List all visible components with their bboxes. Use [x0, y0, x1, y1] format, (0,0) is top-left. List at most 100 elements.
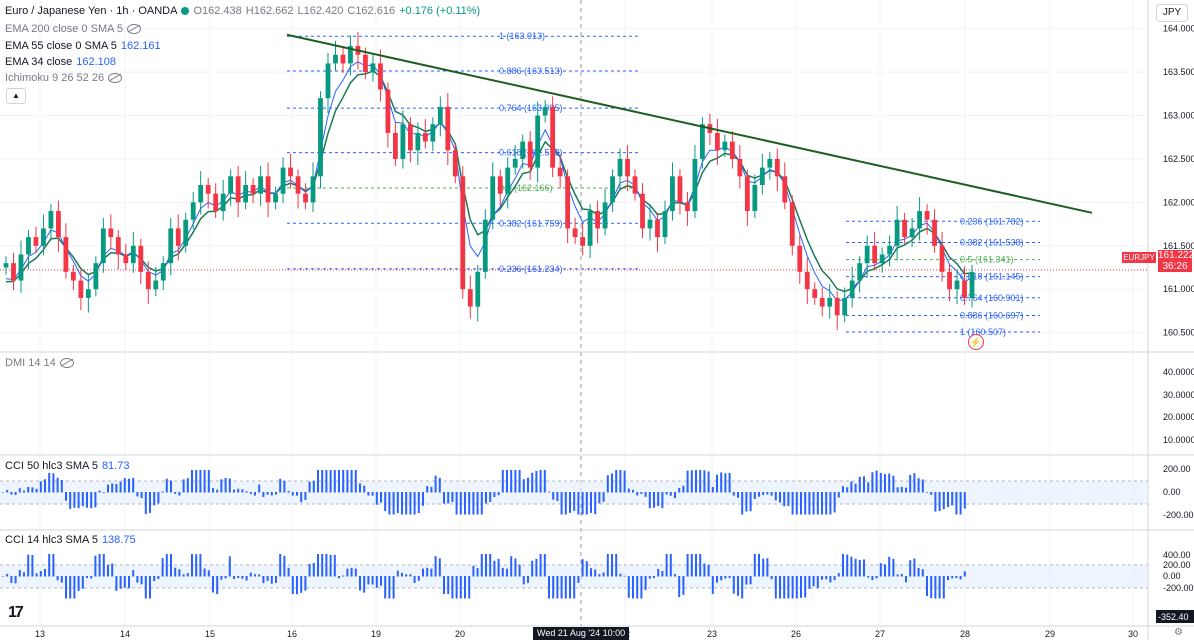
- cci50-bar: [98, 490, 101, 493]
- cci50-bar: [388, 492, 391, 515]
- cci50-bar: [241, 489, 244, 493]
- cci14-bar: [417, 576, 420, 581]
- cci50-bar: [300, 492, 303, 503]
- cci50-bar: [258, 484, 261, 493]
- cci14-bar: [14, 576, 17, 584]
- collapse-legend-button[interactable]: ▲: [6, 88, 26, 104]
- legend-ema55[interactable]: EMA 55 close 0 SMA 5 162.161: [5, 40, 161, 52]
- cci50-bar: [518, 470, 521, 493]
- candle-body: [954, 280, 960, 290]
- cci14-bar: [573, 576, 576, 599]
- cci14-bar: [123, 576, 126, 588]
- cci50-bar: [149, 492, 151, 513]
- cci50-bar: [422, 492, 424, 506]
- cci50-bar: [438, 477, 441, 493]
- cci50-bar: [611, 473, 613, 493]
- legend-ema34[interactable]: EMA 34 close 162.108: [5, 56, 116, 68]
- cci50-bar: [531, 472, 534, 493]
- cci14-bar: [287, 567, 290, 577]
- eye-hidden-icon[interactable]: [127, 24, 142, 34]
- candle-body: [572, 228, 578, 238]
- candle-body: [41, 228, 46, 246]
- symbol-header[interactable]: Euro / Japanese Yen · 1h · OANDA O162.43…: [5, 5, 480, 17]
- cci50-bar: [86, 492, 88, 508]
- cci50-bar: [434, 475, 437, 493]
- cci50-bar: [245, 491, 248, 493]
- cci14-bar: [107, 564, 109, 577]
- cci14-bar: [216, 576, 219, 595]
- cci50-bar: [527, 477, 529, 493]
- candle-body: [400, 124, 406, 159]
- candle-body: [932, 219, 937, 246]
- cci50-bar: [10, 492, 13, 495]
- cci14-bar: [241, 576, 244, 579]
- candle-body: [632, 176, 638, 194]
- legend-cci14[interactable]: CCI 14 hlc3 SMA 5 138.75: [5, 534, 136, 546]
- cci14-bar: [212, 576, 214, 593]
- cci14-bar: [816, 576, 819, 589]
- legend-ichimoku[interactable]: Ichimoku 9 26 52 26: [5, 72, 123, 84]
- cci14-bar: [501, 567, 504, 577]
- cci50-bar: [123, 478, 126, 493]
- cci14-bar: [254, 574, 256, 577]
- cci50-bar: [430, 486, 433, 493]
- candle-body: [108, 228, 114, 238]
- ema55-line: [5, 70, 973, 293]
- cci14-bar: [279, 554, 282, 577]
- cci50-bar: [762, 492, 765, 495]
- cci50-bar: [909, 474, 912, 493]
- tradingview-logo[interactable]: 17: [8, 604, 24, 621]
- cci14-bar: [942, 576, 945, 599]
- candle-body: [273, 193, 278, 203]
- currency-button[interactable]: JPY: [1156, 4, 1188, 22]
- cci14-bar: [283, 555, 286, 577]
- cci50-bar: [249, 492, 252, 494]
- cci50-bar: [590, 492, 592, 513]
- cci50-bar: [459, 492, 462, 515]
- cci14-bar: [909, 560, 912, 577]
- fib-right-label: 0.236 (161.782): [960, 216, 1024, 226]
- cci14-bar: [636, 576, 639, 599]
- cci50-tick: 200.00: [1163, 464, 1191, 474]
- cci50-bar: [426, 486, 429, 493]
- cci50-bar: [581, 492, 584, 515]
- candle-body: [565, 176, 571, 229]
- cci50-bar: [144, 492, 147, 515]
- cci14-bar: [611, 554, 613, 577]
- gear-icon[interactable]: ⚙: [1174, 627, 1183, 638]
- time-tick: 27: [875, 629, 885, 639]
- cci14-bar: [333, 554, 336, 577]
- cci50-bar: [56, 477, 59, 493]
- cci14-bar: [6, 573, 9, 577]
- eye-hidden-icon[interactable]: [108, 73, 123, 83]
- legend-cci50[interactable]: CCI 50 hlc3 SMA 5 81.73: [5, 460, 129, 472]
- cci14-bar: [926, 576, 928, 597]
- cci50-bar: [829, 492, 832, 515]
- legend-ema200[interactable]: EMA 200 close 0 SMA 5: [5, 23, 142, 35]
- cci50-bar: [35, 488, 38, 493]
- cci50-bar: [766, 492, 769, 495]
- cci14-bar: [842, 554, 844, 577]
- cci14-bar: [951, 576, 954, 579]
- cci14-bar: [812, 576, 815, 587]
- cci50-bar: [871, 472, 874, 493]
- cci14-bar: [90, 576, 93, 579]
- eye-hidden-icon[interactable]: [59, 358, 74, 368]
- cci14-bar: [522, 576, 525, 585]
- lightning-icon[interactable]: ⚡: [968, 334, 984, 350]
- cci50-bar: [107, 484, 109, 493]
- fib-right-label: 0.618 (161.145): [960, 272, 1024, 282]
- dmi-tick: 10.0000: [1163, 435, 1194, 445]
- cci50-bar: [506, 470, 508, 493]
- candles: [3, 32, 975, 331]
- cci14-bar: [615, 554, 618, 577]
- candle-body: [168, 228, 174, 264]
- cci14-bar: [858, 559, 861, 577]
- cci14-bar: [846, 554, 849, 577]
- cci14-bar: [510, 556, 513, 577]
- legend-dmi[interactable]: DMI 14 14: [5, 357, 74, 369]
- candle-body: [872, 245, 878, 264]
- cci50-bar: [648, 492, 651, 509]
- cci50-bar: [951, 492, 954, 506]
